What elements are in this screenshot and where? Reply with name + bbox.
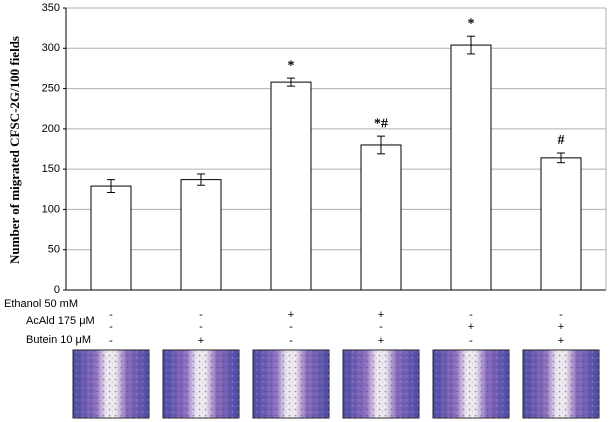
micrograph-texture (523, 350, 599, 418)
treatment-sign: + (288, 309, 294, 321)
y-tick-label: 200 (42, 123, 60, 135)
micrograph-texture (163, 350, 239, 418)
treatment-sign: + (198, 335, 204, 347)
treatment-sign: - (199, 309, 203, 321)
treatment-sign: - (199, 321, 203, 333)
y-tick-label: 100 (42, 203, 60, 215)
treatment-sign: - (109, 309, 113, 321)
treatment-sign: - (109, 321, 113, 333)
treatment-sign: - (469, 335, 473, 347)
treatment-sign: + (558, 335, 564, 347)
treatment-sign: - (469, 309, 473, 321)
treatment-label: AcAld 175 μM (26, 315, 95, 327)
significance-label: *# (374, 116, 388, 131)
treatment-sign: - (109, 335, 113, 347)
treatment-sign: + (558, 321, 564, 333)
treatment-sign: - (559, 309, 563, 321)
treatment-sign: + (378, 309, 384, 321)
y-tick-label: 0 (54, 284, 60, 296)
y-tick-label: 350 (42, 2, 60, 14)
micrograph-texture (253, 350, 329, 418)
significance-label: * (468, 16, 475, 31)
y-axis-label: Number of migrated CFSC-2G/100 fields (7, 36, 22, 264)
micrograph-texture (73, 350, 149, 418)
treatment-sign: - (289, 335, 293, 347)
treatment-label: Butein 10 μM (26, 334, 91, 346)
significance-label: # (558, 133, 565, 148)
treatment-sign: - (379, 321, 383, 333)
bar (180, 179, 222, 291)
y-tick-label: 250 (42, 82, 60, 94)
bar (540, 157, 582, 291)
treatment-sign: + (378, 335, 384, 347)
bar (90, 185, 132, 291)
treatment-sign: - (289, 321, 293, 333)
treatment-label: Ethanol 50 mM (4, 298, 78, 310)
y-tick-label: 150 (42, 163, 60, 175)
micrograph-texture (343, 350, 419, 418)
bar (360, 144, 402, 291)
bar (450, 44, 492, 291)
significance-label: * (288, 58, 295, 73)
treatment-sign: + (468, 321, 474, 333)
y-tick-label: 300 (42, 42, 60, 54)
bar (270, 81, 312, 291)
micrograph-texture (433, 350, 509, 418)
y-tick-label: 50 (48, 244, 60, 256)
